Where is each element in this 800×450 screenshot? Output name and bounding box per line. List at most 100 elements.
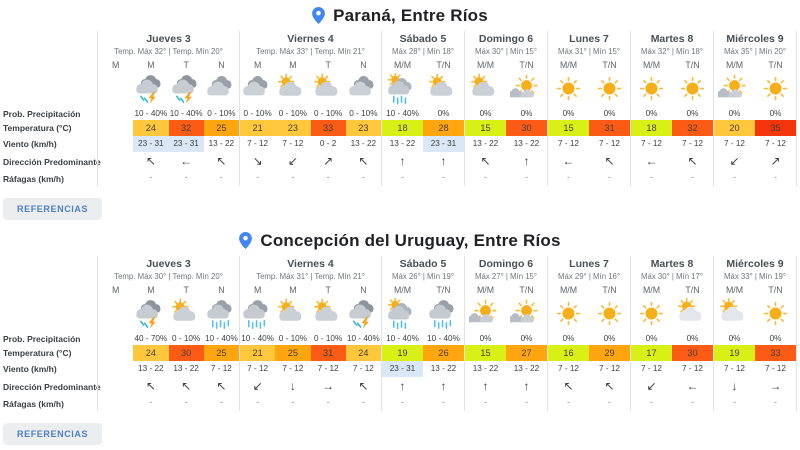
periods-row: M/M 0% 18 7 - 12 ← - T/N 0% 32 7 - 12 ↖ … <box>631 58 713 186</box>
period-column: T 0 - 10% 30 13 - 22 ↖ - <box>168 283 204 411</box>
precipitation-value: 0% <box>645 334 658 343</box>
period-column: M 0 - 10% 25 7 - 12 ↓ - <box>275 283 311 411</box>
gust-value: - <box>691 397 694 407</box>
period-label: N <box>360 285 367 295</box>
wind-direction-arrow: ↖ <box>604 379 615 393</box>
period-column: T/N 0% 35 7 - 12 ↗ - <box>755 58 796 186</box>
period-label: M/M <box>559 60 578 70</box>
period-label: T/N <box>685 285 700 295</box>
storm-icon <box>133 71 168 107</box>
periods-row: M/M 10 - 40% 18 13 - 22 ↑ - T/N 0% 28 23… <box>382 58 464 186</box>
cloud-sun-icon <box>275 296 310 332</box>
wind-direction-arrow: ↖ <box>181 379 192 393</box>
wind-value: 7 - 12 <box>641 139 662 148</box>
precipitation-value: 0% <box>645 109 658 118</box>
wind-direction-arrow: ↑ <box>523 379 530 393</box>
wind-direction-arrow: ↖ <box>216 154 227 168</box>
gust-value: - <box>442 397 445 407</box>
references-button[interactable]: REFERENCIAS <box>3 423 103 445</box>
gust-value: - <box>149 397 153 407</box>
period-column: N 10 - 40% 25 7 - 12 ↖ - <box>203 283 239 411</box>
cloud-sun-icon <box>311 296 346 332</box>
temperature-value: 30 <box>672 345 713 361</box>
wind-direction-arrow: ↙ <box>252 379 263 393</box>
wind-value: 23 - 31 <box>382 361 423 377</box>
period-column: M 40 - 70% 24 13 - 22 ↖ - <box>133 283 169 411</box>
precipitation-value: 0% <box>562 334 575 343</box>
wind-value: 0 - 2 <box>319 139 337 148</box>
wind-value: 7 - 12 <box>317 364 339 373</box>
period-column: M/M 10 - 40% 19 23 - 31 ↑ - <box>382 283 423 411</box>
references-button[interactable]: REFERENCIAS <box>3 198 103 220</box>
period-label: T <box>325 285 331 295</box>
precipitation-value: 0% <box>686 109 699 118</box>
row-labels-column: Prob. Precipitación Temperatura (°C) Vie… <box>0 31 101 186</box>
wind-direction-arrow: ← <box>562 154 575 168</box>
period-label: M <box>289 285 297 295</box>
cloud-sun-icon <box>465 71 506 107</box>
precipitation-value: 0 - 10% <box>278 109 307 118</box>
period-label: T/N <box>768 285 783 295</box>
sun-icon <box>548 71 589 107</box>
cloudy-icon <box>204 71 239 107</box>
gust-value: - <box>774 172 777 182</box>
temperature-value: 26 <box>423 345 464 361</box>
period-label: T <box>183 285 189 295</box>
wind-direction-arrow: → <box>322 379 335 393</box>
temperature-value: 27 <box>506 345 547 361</box>
wind-direction-arrow: ↑ <box>523 154 530 168</box>
sun-icon <box>755 296 796 332</box>
wind-value: 7 - 12 <box>282 139 304 148</box>
day-minmax: Máx 35° | Mín 20° <box>724 47 786 56</box>
sun-icon <box>755 71 796 107</box>
gust-value: - <box>567 397 570 407</box>
wind-direction-arrow: ↓ <box>731 379 738 393</box>
forecast-table: Prob. Precipitación Temperatura (°C) Vie… <box>0 31 797 186</box>
temperature-value: 31 <box>310 345 346 361</box>
precipitation-value: 0% <box>728 334 741 343</box>
day-minmax: Máx 29° | Mín 16° <box>558 272 620 281</box>
gust-value: - <box>361 172 365 182</box>
rain-sun-icon <box>382 71 423 107</box>
wind-value: 7 - 12 <box>641 364 662 373</box>
precipitation-value: 0% <box>562 109 575 118</box>
period-label: T/N <box>685 60 700 70</box>
period-column: T/N 0% 28 23 - 31 ↑ - <box>423 58 464 186</box>
day-column: Domingo 6 Máx 30° | Mín 15° M/M 0% 15 13… <box>464 31 547 186</box>
gust-value: - <box>484 397 487 407</box>
day-name: Viernes 4 <box>287 33 334 45</box>
period-label: T/N <box>519 285 534 295</box>
day-minmax: Máx 33° | Mín 19° <box>724 272 786 281</box>
temperature-value: 29 <box>589 345 630 361</box>
row-label-temperature: Temperatura (°C) <box>3 348 72 358</box>
precipitation-value: 0% <box>769 109 782 118</box>
temperature-value: 18 <box>631 120 672 136</box>
period-label: M/M <box>393 285 412 295</box>
period-label: M <box>111 285 120 295</box>
period-column: T 0 - 10% 33 0 - 2 ↗ - <box>310 58 346 186</box>
wind-value: 7 - 12 <box>558 139 579 148</box>
temperature-value: 25 <box>203 345 239 361</box>
gust-value: - <box>608 397 611 407</box>
location-pin-icon <box>239 232 253 249</box>
day-column: Viernes 4 Temp. Máx 33° | Temp. Mín 21° … <box>239 31 381 186</box>
periods-row: M M 10 - 40% 24 23 - 31 ↖ - T 10 - 40% 3… <box>98 58 239 186</box>
wind-value: 7 - 12 <box>282 364 304 373</box>
day-name: Viernes 4 <box>287 258 334 270</box>
storm-icon <box>169 71 204 107</box>
precipitation-value: 0 - 10% <box>207 109 236 118</box>
day-name: Martes 8 <box>650 33 694 45</box>
periods-row: M 10 - 40% 21 7 - 12 ↙ - M 0 - 10% 25 7 … <box>240 283 381 411</box>
period-column: M/M 0% 18 7 - 12 ← - <box>631 58 672 186</box>
period-label: M/M <box>476 60 495 70</box>
day-minmax: Temp. Máx 31° | Temp. Mín 21° <box>256 272 365 281</box>
temperature-value: 31 <box>589 120 630 136</box>
row-label-wind: Viento (km/h) <box>3 364 57 374</box>
sun-icon <box>631 71 672 107</box>
period-column: T/N 0% 32 7 - 12 ↖ - <box>672 58 713 186</box>
periods-row: M/M 0% 15 13 - 22 ↖ - T/N 0% 30 13 - 22 … <box>465 58 547 186</box>
wind-direction-arrow: ↖ <box>358 379 369 393</box>
periods-row: M/M 0% 15 7 - 12 ← - T/N 0% 31 7 - 12 ↖ … <box>548 58 630 186</box>
day-minmax: Máx 28° | Mín 18° <box>392 47 454 56</box>
row-label-wind: Viento (km/h) <box>3 139 57 149</box>
